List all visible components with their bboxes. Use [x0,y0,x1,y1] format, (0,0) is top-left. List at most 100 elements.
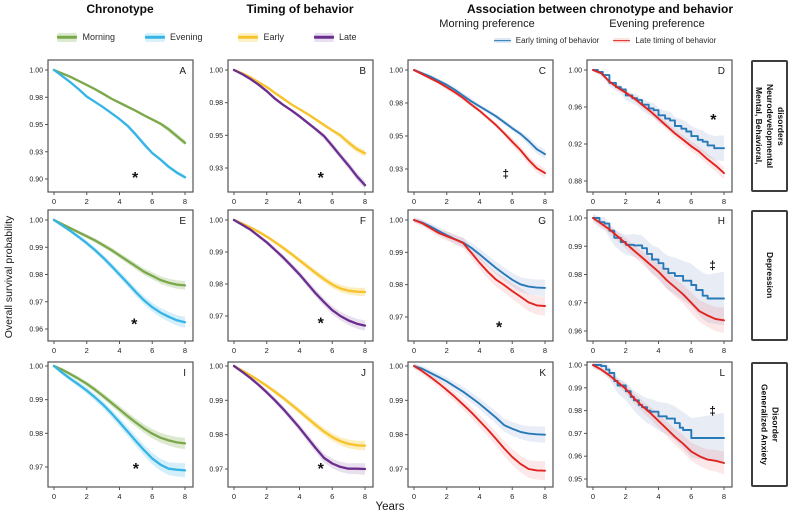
significance-marker: * [710,112,717,129]
survival-curve-late-timing-of-behavior [592,69,725,175]
y-tick-label: 1.00 [29,364,43,371]
plot-frame [47,59,194,193]
row-label-text: Depression [765,252,776,299]
confidence-band [54,69,185,146]
panel-C: 1.00 0.98 0.95 0.93 0 2 4 6 8 C ‡ [389,59,554,206]
survival-curve-early [232,364,367,447]
x-tick-label: 4 [477,346,481,355]
row-label-text: Generalized Anxiety Disorder [759,384,781,465]
panel-letter: E [179,216,186,227]
x-tick-label: 6 [689,197,693,206]
y-tick-label: 0.95 [209,133,223,140]
y-tick-label: 0.97 [209,314,223,321]
y-tick-label: 1.00 [389,68,403,75]
x-tick-label: 6 [150,492,154,501]
y-tick-label: 1.00 [209,364,223,371]
x-tick-label: 0 [52,346,56,355]
x-tick-label: 2 [85,346,89,355]
x-tick-label: 8 [722,492,726,501]
x-tick-label: 4 [117,197,121,206]
survival-curve-early [232,68,367,155]
y-tick-label: 0.99 [568,385,582,392]
legend-item-morning: Morning [57,32,115,42]
legend-line-icon [238,35,259,39]
plot-frame [407,209,554,342]
y-tick-label: 0.93 [389,167,403,174]
x-tick-label: 8 [543,492,547,501]
x-tick-label: 0 [591,346,595,355]
x-tick-label: 6 [150,197,154,206]
x-tick-label: 8 [183,492,187,501]
x-tick-label: 6 [510,492,514,501]
significance-marker: * [133,461,140,478]
legend-label: Late [338,32,357,42]
x-tick-label: 8 [722,346,726,355]
y-axis-label: Overall survival probability [3,215,15,339]
legend-label: Early [263,32,284,42]
plot-frame [586,59,733,193]
legend-swatch-icon [613,38,631,43]
x-tick-label: 2 [624,492,628,501]
y-tick-label: 1.00 [29,68,43,75]
plot-frame [227,59,374,193]
x-tick-label: 2 [85,492,89,501]
x-tick-label: 6 [689,346,693,355]
x-tick-label: 0 [412,492,416,501]
legend-label: Late timing of behavior [635,36,717,45]
y-tick-label: 0.95 [568,477,582,484]
y-tick-label: 0.98 [389,101,403,108]
panel-letter: F [360,216,366,227]
survival-curve-late-timing-of-behavior [592,364,725,464]
x-tick-label: 2 [624,346,628,355]
x-tick-label: 4 [117,346,121,355]
plot-frame [227,361,374,488]
significance-marker: * [318,461,325,478]
panel-letter: I [183,368,186,379]
y-tick-label: 0.96 [568,329,582,336]
panel-A: 1.00 0.98 0.95 0.93 0.90 0 2 4 6 8 A * [29,59,194,206]
panel-H: 1.00 0.99 0.98 0.97 0.96 0 2 4 6 8 H ‡ [568,209,733,355]
y-tick-label: 0.97 [389,467,403,474]
legend-line-icon [493,39,511,42]
y-tick-label: 0.98 [29,272,43,279]
x-tick-label: 0 [591,197,595,206]
x-tick-label: 8 [722,197,726,206]
y-tick-label: 0.97 [568,300,582,307]
x-tick-label: 4 [297,492,301,501]
x-tick-label: 4 [656,492,660,501]
panel-E: 1.00 0.99 0.98 0.97 0.96 0 2 4 6 8 E * [29,209,194,355]
y-tick-label: 0.98 [29,431,43,438]
subheader-morning-preference: Morning preference [439,18,535,30]
x-tick-label: 2 [265,197,269,206]
x-tick-label: 4 [656,346,660,355]
y-tick-label: 0.95 [29,122,43,129]
row-label-depression: Depression [751,210,788,341]
legend-swatch-icon [57,32,78,42]
y-tick-label: 0.98 [568,408,582,415]
x-tick-label: 6 [330,346,334,355]
significance-marker: ‡ [709,260,715,272]
y-tick-label: 0.99 [209,398,223,405]
plot-frame [227,209,374,342]
x-tick-label: 2 [445,492,449,501]
subheader-evening-preference: Evening preference [609,18,705,30]
x-tick-label: 8 [363,197,367,206]
survival-curve-early-timing-of-behavior [592,69,725,150]
y-tick-label: 0.99 [29,397,43,404]
y-tick-label: 0.97 [29,299,43,306]
x-tick-label: 0 [591,492,595,501]
column-title-chronotype: Chronotype [86,2,154,16]
plot-frame [47,209,194,342]
survival-curve-late-timing-of-behavior [413,69,546,175]
panel-letter: D [718,66,725,77]
column-title-association: Association between chronotype and behav… [466,2,734,16]
x-tick-label: 2 [265,346,269,355]
legend-item-early: Early [238,32,284,42]
x-tick-label: 8 [183,346,187,355]
confidence-band [414,68,545,178]
x-tick-label: 8 [543,346,547,355]
significance-marker: * [131,317,138,334]
y-tick-label: 0.98 [209,282,223,289]
y-tick-label: 0.88 [568,179,582,186]
x-tick-label: 8 [183,197,187,206]
